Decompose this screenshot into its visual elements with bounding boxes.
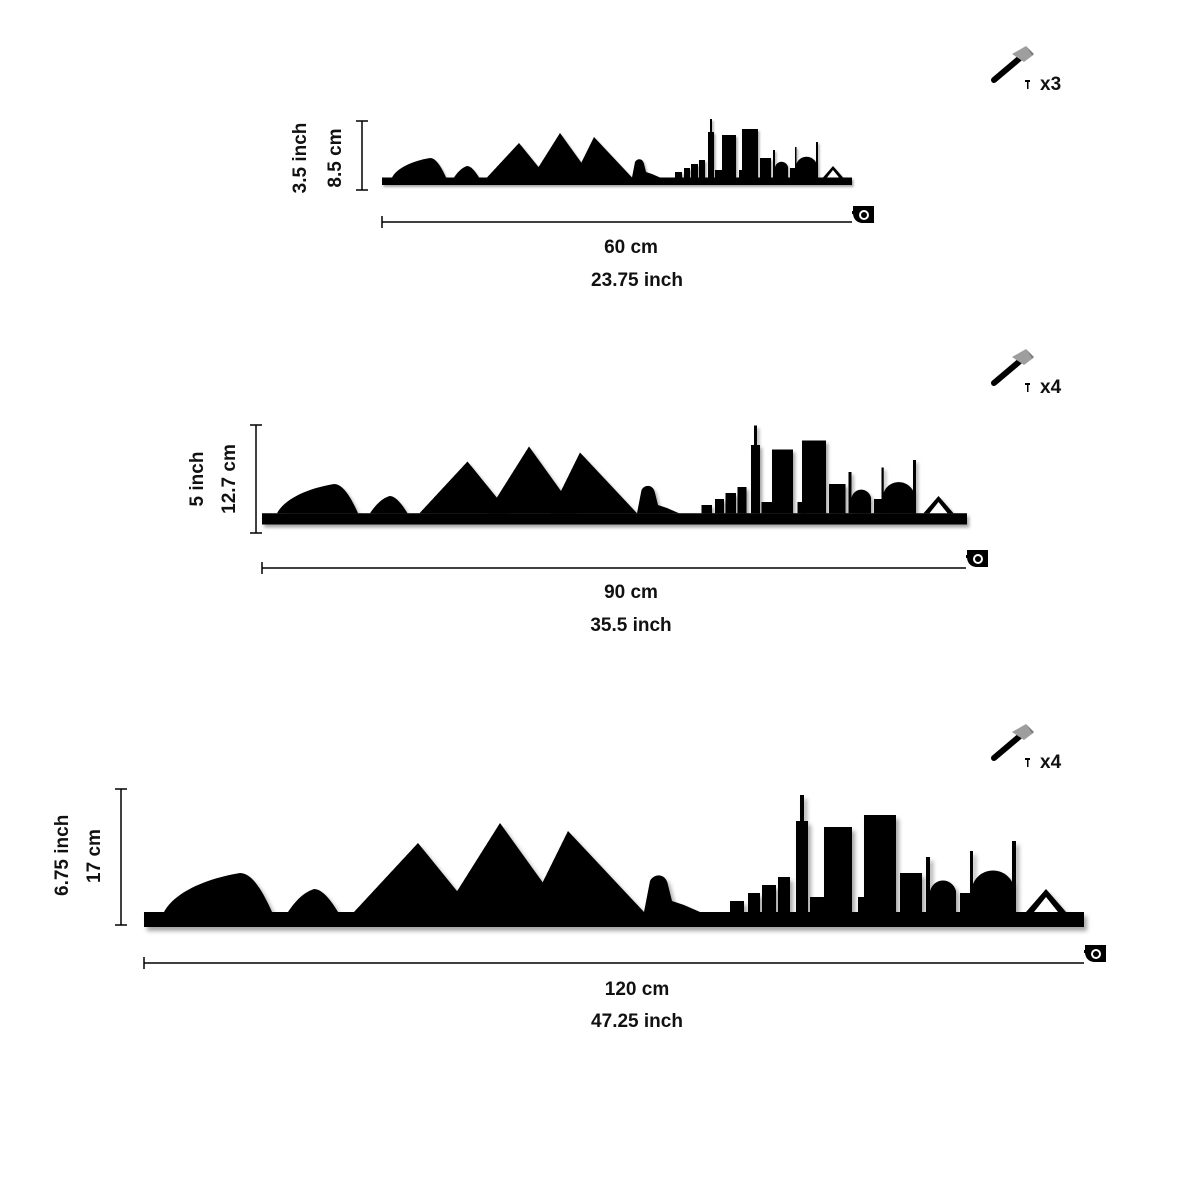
- nail-count: x3: [1040, 74, 1062, 95]
- width-cm-label: 60 cm: [604, 237, 658, 258]
- width-inch-label: 35.5 inch: [590, 615, 672, 636]
- nail-count: x4: [1040, 377, 1062, 398]
- width-cm-label: 90 cm: [604, 582, 658, 603]
- tape-measure-icon: [1084, 945, 1106, 962]
- nail-count: x4: [1040, 752, 1062, 773]
- width-inch-label: 23.75 inch: [591, 270, 683, 291]
- width-inch-label: 47.25 inch: [591, 1011, 683, 1032]
- hammer-icon: [990, 722, 1040, 772]
- skyline-silhouette: [144, 795, 1084, 927]
- height-inch-label: 6.75 inch: [52, 814, 73, 896]
- height-cm-label: 17 cm: [84, 829, 105, 883]
- width-cm-label: 120 cm: [604, 979, 670, 1000]
